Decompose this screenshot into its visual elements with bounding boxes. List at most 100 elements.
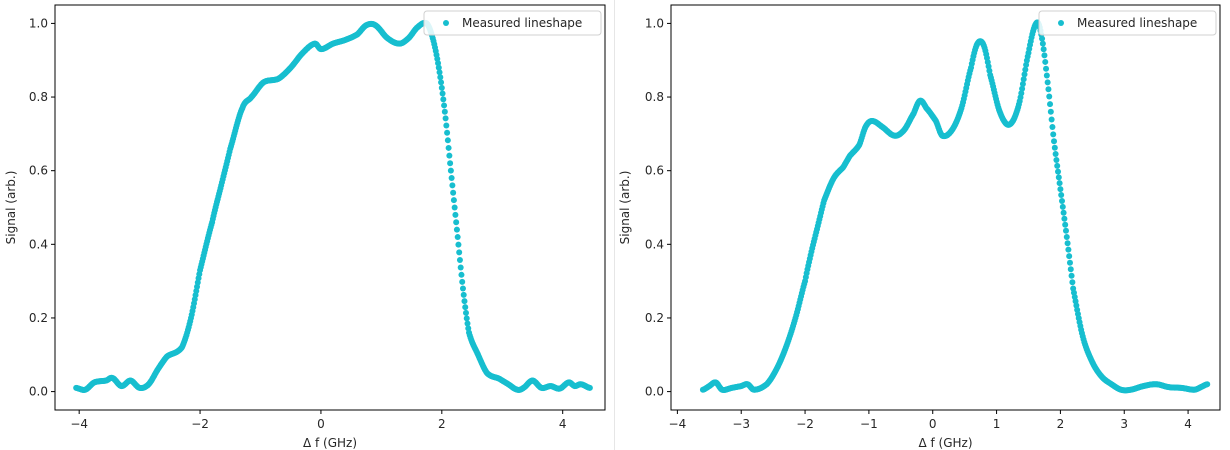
- legend-right: Measured lineshape: [1038, 10, 1217, 36]
- legend-label: Measured lineshape: [1077, 16, 1197, 30]
- x-tick-label: −2: [796, 417, 814, 431]
- data-point: [1049, 124, 1056, 131]
- data-point: [439, 90, 446, 97]
- data-point: [1019, 81, 1026, 88]
- data-point: [1068, 272, 1075, 279]
- data-point: [437, 74, 444, 81]
- data-point: [1045, 86, 1052, 93]
- x-tick-label: 3: [1120, 417, 1128, 431]
- data-point: [1069, 279, 1076, 286]
- data-point: [451, 204, 458, 211]
- data-point: [462, 304, 469, 311]
- chart-left: −4 −2 0 2 4 0.0 0.2 0.4 0.6 0.8 1.0 Δ f (GHz) Signal…: [4, 4, 606, 450]
- x-tick-label: 0: [929, 417, 937, 431]
- data-point: [586, 384, 593, 391]
- data-point: [459, 285, 466, 292]
- data-point: [1066, 253, 1073, 260]
- data-point: [444, 129, 451, 136]
- legend-box: [423, 10, 602, 36]
- data-point: [455, 241, 462, 248]
- data-point: [1055, 168, 1062, 175]
- y-axis-label: Signal (arb.): [4, 171, 18, 245]
- y-tick-label: 0.2: [645, 311, 664, 325]
- data-point: [443, 122, 450, 129]
- data-point: [1039, 40, 1046, 47]
- x-tick-label: 2: [1057, 417, 1065, 431]
- data-point: [435, 60, 442, 67]
- data-series-left: [73, 19, 593, 393]
- data-point: [1060, 209, 1067, 216]
- y-tick-label: 0.4: [645, 237, 664, 251]
- data-point: [1054, 162, 1061, 169]
- data-point: [1051, 144, 1058, 151]
- data-point: [1062, 221, 1069, 228]
- x-tick-label: 1: [993, 417, 1001, 431]
- x-tick-label: 4: [559, 417, 567, 431]
- data-point: [1040, 46, 1047, 53]
- y-tick-label: 0.2: [29, 311, 48, 325]
- panel-divider: [614, 0, 615, 450]
- y-axis-label: Signal (arb.): [618, 171, 632, 245]
- x-tick-label: −1: [860, 417, 878, 431]
- data-point: [1067, 266, 1074, 273]
- data-point: [1204, 381, 1211, 388]
- data-point: [436, 69, 443, 76]
- data-point: [1051, 138, 1058, 145]
- data-point: [1063, 233, 1070, 240]
- data-point: [1055, 174, 1062, 181]
- data-point: [457, 264, 464, 271]
- x-axis-label: Δ f (GHz): [303, 436, 357, 450]
- data-point: [1050, 131, 1057, 138]
- data-point: [1019, 85, 1026, 92]
- plot-frame-left: [54, 4, 606, 411]
- y-tick-label: 0.0: [645, 385, 664, 399]
- data-point: [440, 96, 447, 103]
- x-tick-label: 2: [438, 417, 446, 431]
- data-point: [1061, 215, 1068, 222]
- data-point: [1047, 101, 1054, 108]
- x-tick-label: 0: [317, 417, 325, 431]
- chart-right: −4 −3 −2 −1 0 1 2 3 4 0.0 0.2 0.4 0.6 0.8 1.0 Δ f (GHz)…: [618, 4, 1221, 450]
- data-point: [1052, 150, 1059, 157]
- legend-left: Measured lineshape: [423, 10, 602, 36]
- x-tick-label: −4: [70, 417, 88, 431]
- data-point: [1039, 35, 1046, 42]
- data-point: [450, 197, 457, 204]
- data-point: [453, 226, 460, 233]
- legend-marker: [1058, 20, 1064, 26]
- data-point: [1041, 52, 1048, 59]
- data-point: [1058, 192, 1065, 199]
- data-point: [1046, 93, 1053, 100]
- data-point: [449, 182, 456, 189]
- data-point: [1044, 79, 1051, 86]
- x-tick-label: −4: [669, 417, 687, 431]
- data-point: [1057, 186, 1064, 193]
- data-point: [448, 175, 455, 182]
- legend-label: Measured lineshape: [462, 16, 582, 30]
- y-tick-label: 0.6: [645, 164, 664, 178]
- y-tick-label: 0.8: [29, 90, 48, 104]
- data-point: [453, 219, 460, 226]
- data-point: [462, 309, 469, 316]
- data-point: [441, 108, 448, 115]
- data-point: [438, 84, 445, 91]
- data-point: [1021, 71, 1028, 78]
- data-point: [1053, 156, 1060, 163]
- data-point: [450, 189, 457, 196]
- data-point: [456, 249, 463, 256]
- y-tick-label: 0.4: [29, 237, 48, 251]
- data-point: [1059, 203, 1066, 210]
- y-tick-label: 1.0: [645, 16, 664, 30]
- data-point: [444, 137, 451, 144]
- plot-frame-right: [670, 4, 1221, 411]
- x-tick-label: 4: [1184, 417, 1192, 431]
- data-point: [461, 298, 468, 305]
- y-tick-label: 0.6: [29, 164, 48, 178]
- data-series-right: [699, 19, 1211, 394]
- legend-box: [1038, 10, 1217, 36]
- x-tick-label: −2: [191, 417, 209, 431]
- data-point: [463, 315, 470, 322]
- data-point: [446, 152, 453, 159]
- data-point: [1042, 58, 1049, 65]
